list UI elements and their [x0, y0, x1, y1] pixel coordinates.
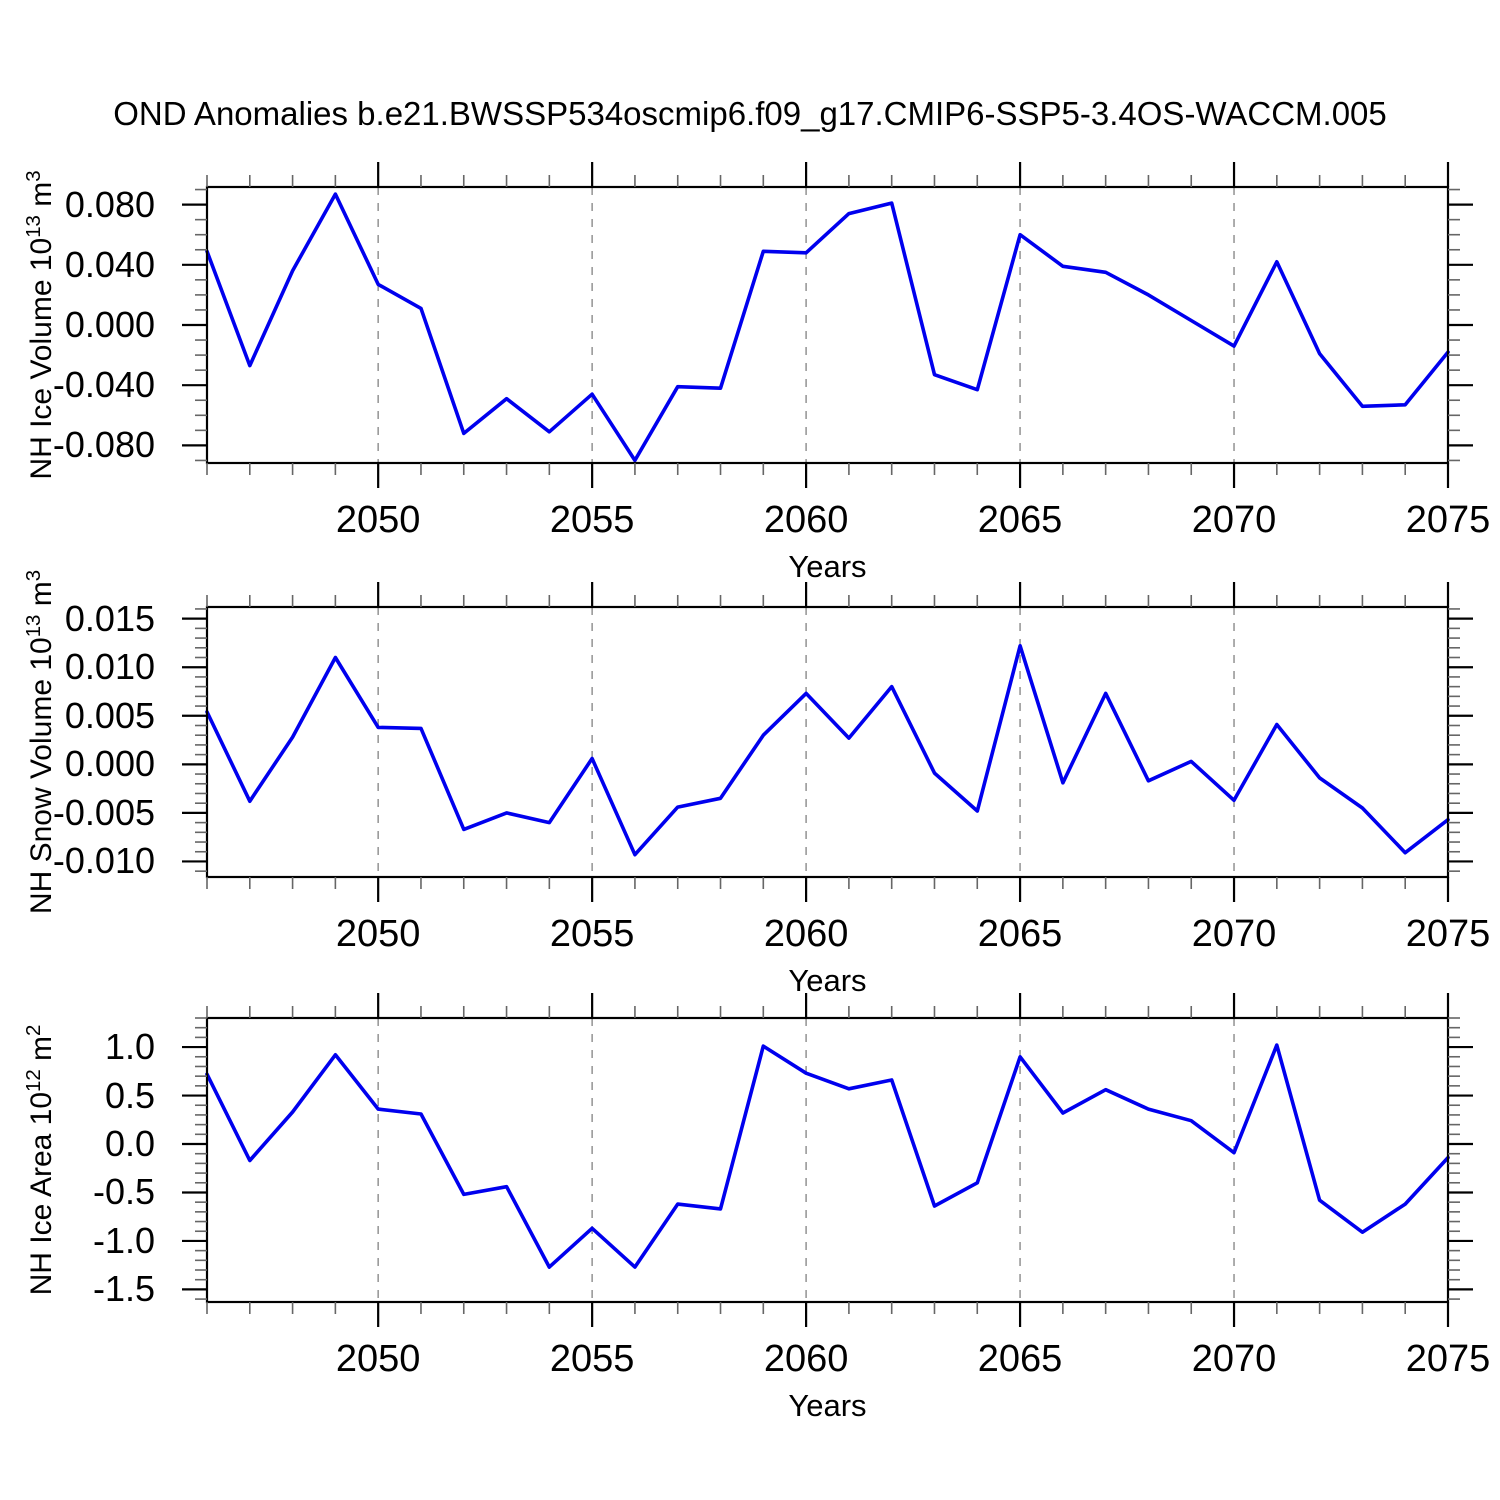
x-tick-label: 2055	[549, 913, 635, 955]
x-tick-label: 2070	[1191, 499, 1277, 541]
x-axis-label-years-1: Years	[788, 963, 867, 998]
y-tick-label: 1.0	[104, 1026, 155, 1068]
x-tick-label: 2065	[977, 1338, 1063, 1380]
y-tick-label: 0.015	[64, 597, 155, 639]
x-tick-label: 2075	[1405, 499, 1491, 541]
x-tick-label: 2065	[977, 499, 1063, 541]
axis-frame-1	[205, 605, 1450, 879]
figure-title: OND Anomalies b.e21.BWSSP534oscmip6.f09_…	[113, 95, 1387, 132]
x-tick-label: 2070	[1191, 1338, 1277, 1380]
x-tick-label: 2055	[549, 499, 635, 541]
data-line-2	[205, 1043, 1450, 1269]
y-tick-label: -1.0	[92, 1219, 155, 1261]
x-axis-label-years-2: Years	[788, 1388, 867, 1423]
data-line-1	[205, 643, 1450, 857]
y-tick-label: 0.000	[64, 304, 155, 345]
y-axis-label-superscript: 3	[23, 569, 45, 582]
x-tick-label: 2060	[763, 913, 849, 955]
x-tick-label: 2075	[1405, 1338, 1491, 1380]
x-tick-label: 2050	[335, 913, 421, 955]
y-tick-label: -0.010	[52, 840, 155, 882]
x-tick-label: 2075	[1405, 913, 1491, 955]
y-tick-label: 0.080	[64, 183, 155, 225]
y-tick-label: -0.005	[52, 791, 155, 833]
y-tick-label: -0.080	[52, 424, 155, 466]
x-tick-label: 2060	[763, 1338, 849, 1380]
y-tick-label: -0.5	[92, 1171, 155, 1213]
y-tick-label: 0.005	[64, 694, 155, 736]
x-tick-label: 2050	[335, 499, 421, 541]
axis-frame-0	[205, 185, 1450, 465]
y-tick-label: 0.000	[64, 743, 155, 785]
y-tick-label: 0.040	[64, 243, 155, 285]
x-tick-label: 2055	[549, 1338, 635, 1380]
data-line-0	[205, 192, 1450, 463]
y-tick-label: -0.040	[52, 364, 155, 406]
x-tick-label: 2050	[335, 1338, 421, 1380]
x-tick-label: 2070	[1191, 913, 1277, 955]
axis-frame-2	[205, 1016, 1450, 1304]
x-tick-label: 2065	[977, 913, 1063, 955]
y-tick-label: 0.5	[104, 1074, 155, 1116]
y-tick-label: 0.010	[64, 646, 155, 688]
y-axis-label-superscript: 3	[23, 170, 45, 182]
x-tick-label: 2060	[763, 499, 849, 541]
x-axis-label-years-0: Years	[788, 549, 867, 584]
y-tick-label: 0.0	[104, 1123, 155, 1164]
y-tick-label: -1.5	[92, 1268, 155, 1310]
